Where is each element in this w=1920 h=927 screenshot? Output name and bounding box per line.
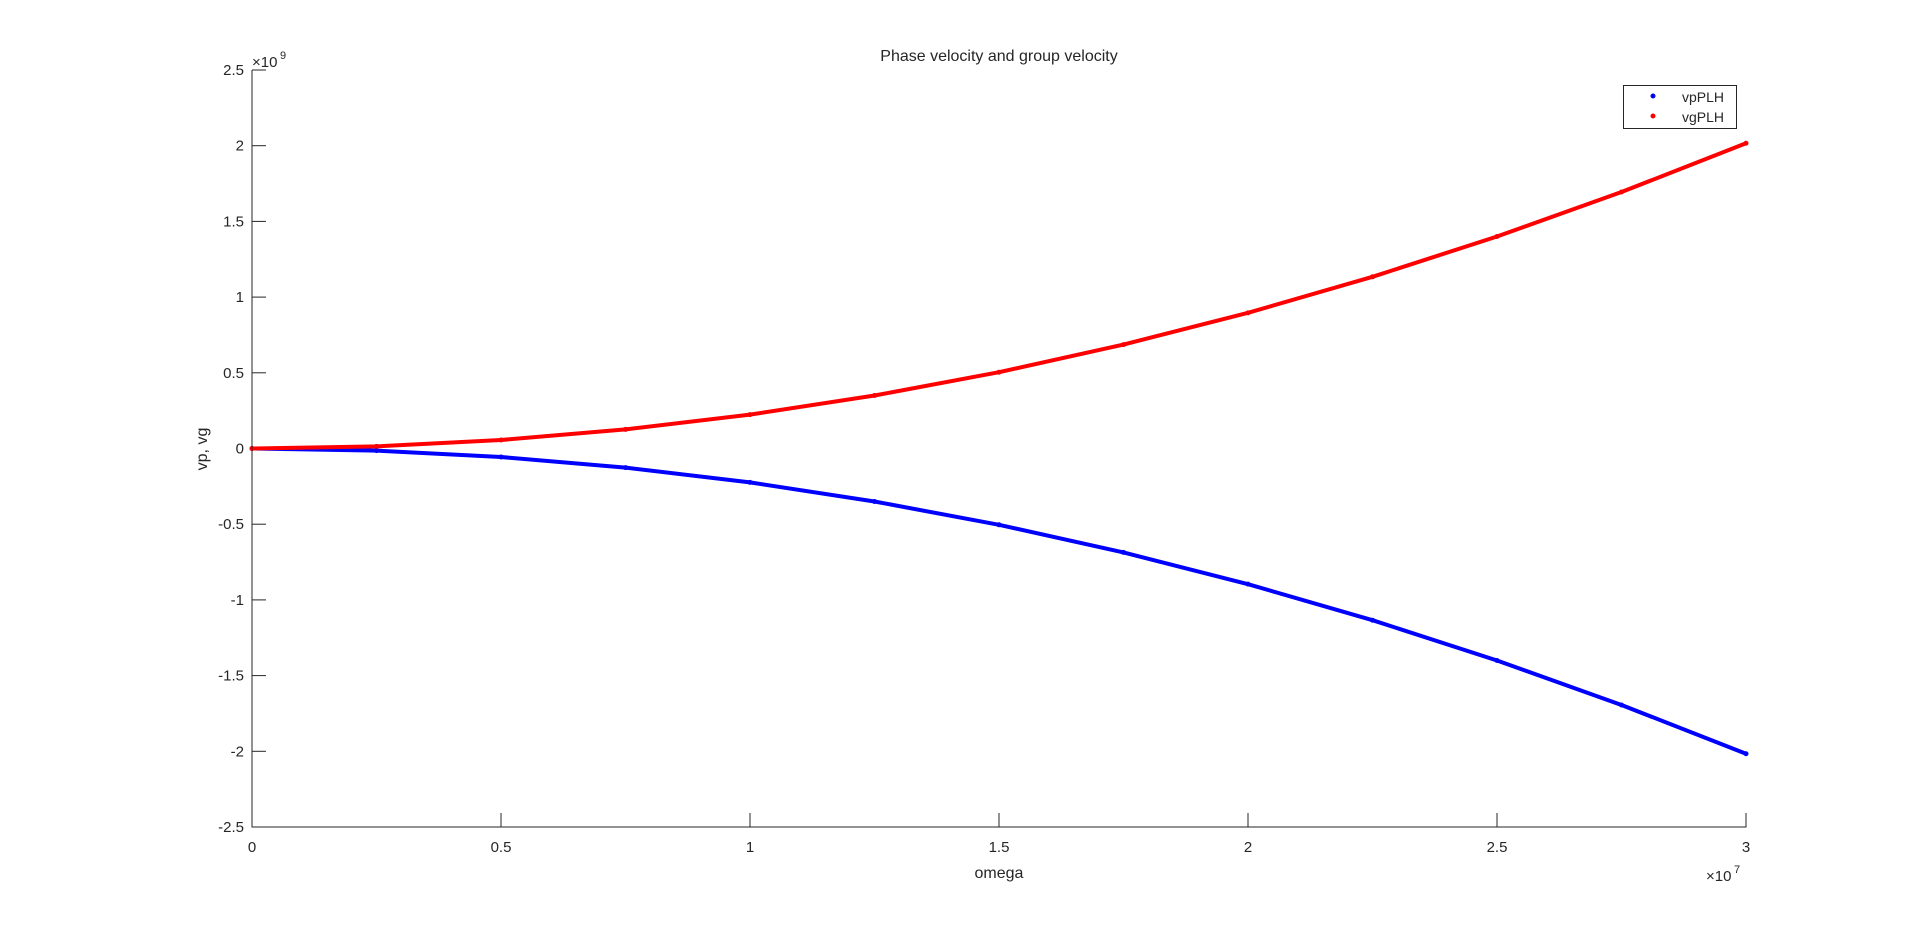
x-tick-label: 2 [1244, 839, 1252, 856]
data-point [498, 454, 504, 460]
chart-title: Phase velocity and group velocity [880, 48, 1117, 65]
data-point [1245, 581, 1251, 587]
data-point [1121, 342, 1126, 348]
x-ticks: 0 0.5 1 1.5 2 2.5 3 [248, 813, 1750, 856]
data-point [747, 412, 753, 418]
data-point [1619, 189, 1624, 195]
data-point [374, 448, 379, 454]
series-layer [249, 140, 1749, 757]
data-point [996, 369, 1002, 375]
series-vgPLH [249, 140, 1749, 451]
data-point [996, 522, 1002, 528]
x-axis-label: omega [975, 865, 1024, 882]
y-axis-label: vp, vg [194, 428, 211, 471]
legend-label-vpPLH: vpPLH [1682, 89, 1724, 105]
data-point [623, 465, 628, 471]
y-tick-label: 0 [236, 441, 244, 458]
data-point [1619, 702, 1624, 708]
legend-box [1623, 85, 1737, 129]
y-multiplier: ×10 [252, 54, 277, 71]
plot-frame-bottom [251, 826, 1747, 828]
data-point [1743, 140, 1749, 146]
data-point [1370, 274, 1375, 280]
y-tick-label: -2 [231, 743, 244, 760]
y-exponent: 9 [280, 50, 286, 62]
data-point [1245, 310, 1251, 316]
data-point [498, 437, 504, 443]
data-point [1494, 234, 1500, 240]
y-tick-label: 2.5 [223, 62, 244, 79]
data-point [1370, 617, 1375, 623]
plot-frame-left [251, 70, 253, 827]
data-point [747, 479, 753, 485]
data-point [374, 443, 379, 449]
y-tick-label: -0.5 [218, 516, 244, 533]
y-tick-label: -1 [231, 592, 244, 609]
legend: vpPLH vgPLH [1623, 85, 1737, 129]
y-ticks: -2.5 -2 -1.5 -1 -0.5 0 0.5 1 1.5 2 2.5 [218, 62, 266, 836]
y-tick-label: -2.5 [218, 819, 244, 836]
y-tick-label: 1.5 [223, 213, 244, 230]
x-tick-label: 0 [248, 839, 256, 856]
data-point [623, 426, 628, 432]
data-point [872, 393, 877, 399]
x-tick-label: 1 [746, 839, 754, 856]
data-point [1494, 657, 1500, 663]
y-tick-label: 2 [236, 138, 244, 155]
x-tick-label: 3 [1742, 839, 1750, 856]
legend-marker-vgPLH [1650, 113, 1656, 119]
x-tick-label: 0.5 [491, 839, 512, 856]
y-exponent-label: ×10 9 [252, 50, 286, 71]
data-point [1121, 549, 1126, 555]
y-tick-label: 1 [236, 289, 244, 306]
x-exponent-label: ×10 7 [1706, 864, 1740, 885]
x-multiplier: ×10 [1706, 868, 1731, 885]
data-point [872, 498, 877, 504]
x-tick-label: 1.5 [989, 839, 1010, 856]
y-tick-label: -1.5 [218, 668, 244, 685]
legend-label-vgPLH: vgPLH [1682, 109, 1724, 125]
legend-marker-vpPLH [1650, 93, 1656, 99]
data-point [1743, 751, 1749, 757]
y-tick-label: 0.5 [223, 365, 244, 382]
plot-background [252, 70, 1746, 827]
x-exponent: 7 [1734, 864, 1740, 876]
x-tick-label: 2.5 [1487, 839, 1508, 856]
